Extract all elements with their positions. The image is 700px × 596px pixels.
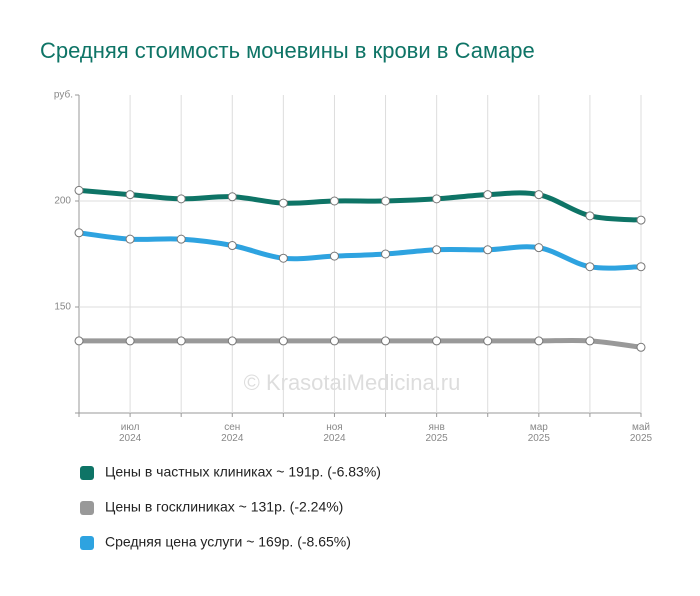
data-point	[381, 249, 391, 259]
data-point	[329, 196, 339, 206]
data-point	[381, 336, 391, 346]
watermark: © KrasotaiMedicina.ru	[244, 370, 461, 395]
data-point	[278, 253, 288, 263]
data-point	[278, 198, 288, 208]
data-point	[125, 234, 135, 244]
data-point	[534, 190, 544, 200]
legend-label: Цены в госклиниках ~ 131р. (-2.24%)	[105, 499, 343, 515]
data-point	[227, 241, 237, 251]
x-tick-label: янв 2025	[426, 422, 449, 444]
data-point	[227, 336, 237, 346]
x-tick-label: мар 2025	[528, 422, 551, 444]
data-point	[636, 215, 646, 225]
chart-title: Средняя стоимость мочевины в крови в Сам…	[40, 38, 535, 63]
x-tick-label: ноя 2024	[323, 422, 346, 444]
data-point	[483, 336, 493, 346]
data-point	[278, 336, 288, 346]
data-point	[176, 336, 186, 346]
y-tick-label: 150	[54, 302, 71, 313]
data-point	[74, 336, 84, 346]
data-point	[74, 228, 84, 238]
legend-swatch	[80, 466, 94, 480]
data-point	[483, 245, 493, 255]
data-point	[381, 196, 391, 206]
data-point	[636, 262, 646, 272]
y-tick-label: 200	[54, 196, 71, 207]
data-point	[176, 234, 186, 244]
data-point	[585, 211, 595, 221]
data-point	[329, 251, 339, 261]
x-tick-label: сен 2024	[221, 422, 244, 444]
legend-swatch	[80, 536, 94, 550]
data-point	[636, 342, 646, 352]
data-point	[534, 336, 544, 346]
data-point	[432, 194, 442, 204]
data-point	[329, 336, 339, 346]
data-point	[125, 190, 135, 200]
x-tick-label: май 2025	[630, 422, 653, 444]
data-point	[432, 336, 442, 346]
data-point	[432, 245, 442, 255]
legend-label: Цены в частных клиниках ~ 191р. (-6.83%)	[105, 464, 381, 480]
data-point	[125, 336, 135, 346]
data-point	[585, 262, 595, 272]
data-point	[585, 336, 595, 346]
x-tick-label: июл 2024	[119, 422, 142, 444]
data-point	[176, 194, 186, 204]
data-point	[227, 192, 237, 202]
data-point	[74, 185, 84, 195]
data-point	[534, 243, 544, 253]
y-axis-label: руб.	[54, 89, 73, 101]
data-point	[483, 190, 493, 200]
legend-swatch	[80, 501, 94, 515]
legend-label: Средняя цена услуги ~ 169р. (-8.65%)	[105, 534, 351, 550]
